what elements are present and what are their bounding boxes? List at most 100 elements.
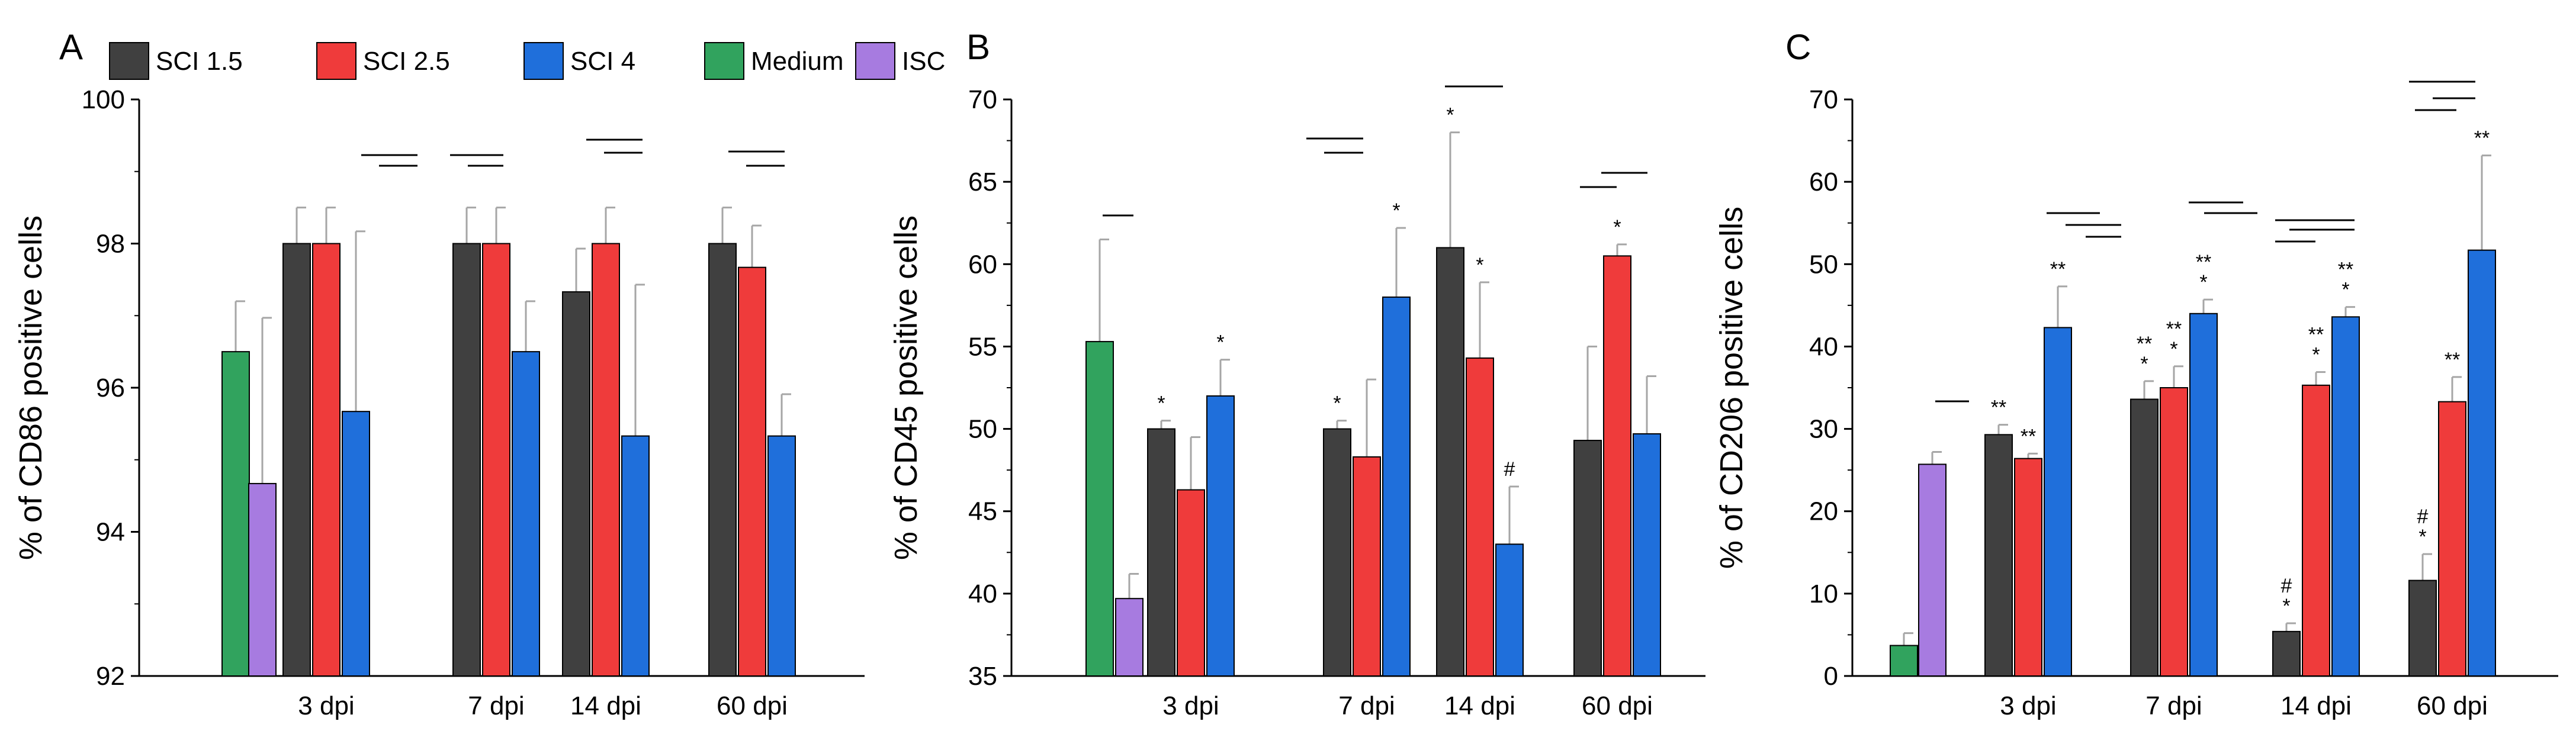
y-tick-label: 65 bbox=[968, 168, 997, 197]
y-tick-label: 70 bbox=[1809, 85, 1838, 114]
y-axis-label: % of CD45 positive cells bbox=[888, 215, 924, 560]
legend-swatch-isc bbox=[855, 42, 895, 80]
significance-mark: * bbox=[2199, 271, 2207, 294]
y-tick-label: 40 bbox=[1809, 332, 1838, 361]
y-tick-label: 40 bbox=[968, 579, 997, 608]
bar-sci-2-5-60-dpi bbox=[1603, 255, 1631, 677]
significance-mark: * bbox=[2312, 344, 2320, 366]
significance-mark: * bbox=[2418, 526, 2426, 548]
bar-sci-2-5-7-dpi bbox=[2160, 387, 2188, 677]
bar-sci-2-5-60-dpi bbox=[738, 266, 766, 677]
panel-letter: B bbox=[966, 27, 990, 67]
bar-sci-4-14-dpi bbox=[2331, 316, 2360, 677]
y-tick-label: 60 bbox=[1809, 168, 1838, 197]
bar-sci-4-14-dpi bbox=[1495, 543, 1524, 677]
bar-sci-2-5-3-dpi bbox=[312, 243, 341, 677]
x-tick-label: 60 dpi bbox=[717, 691, 788, 720]
x-tick-label: 7 dpi bbox=[2145, 691, 2202, 720]
legend-label-medium: Medium bbox=[751, 47, 844, 76]
bar-sci-2-5-3-dpi bbox=[1177, 489, 1205, 677]
bar-sci-4-60-dpi bbox=[767, 435, 796, 677]
legend: SCI 1.5 SCI 2.5 SCI 4 Medium ISC bbox=[109, 42, 945, 80]
bar-sci-1-5-3-dpi bbox=[1147, 428, 1175, 677]
significance-mark: ** bbox=[2308, 324, 2324, 346]
bar-sci-1-5-7-dpi bbox=[452, 243, 481, 677]
bar-sci-4-7-dpi bbox=[512, 351, 540, 677]
y-tick-label: 94 bbox=[96, 518, 125, 547]
significance-mark: * bbox=[2341, 279, 2349, 301]
y-tick-label: 50 bbox=[1809, 250, 1838, 279]
bar-sci-4-60-dpi bbox=[1633, 433, 1661, 677]
panel-b: B % of CD45 positive cells 35 40 45 50 55 60 65 7… bbox=[888, 27, 1705, 720]
x-tick-label: 14 dpi bbox=[2281, 691, 2352, 720]
bar-sci-4-7-dpi bbox=[1382, 296, 1411, 677]
x-tick-label: 14 dpi bbox=[1444, 691, 1515, 720]
significance-mark: # bbox=[2417, 505, 2429, 528]
bar-sci-2-5-14-dpi bbox=[1466, 357, 1494, 677]
y-tick-label: 10 bbox=[1809, 579, 1838, 608]
bar-sci-1-5-60-dpi bbox=[1573, 440, 1602, 677]
significance-mark: * bbox=[2140, 353, 2148, 375]
bar-isc bbox=[248, 482, 277, 677]
significance-mark: ** bbox=[2166, 318, 2182, 340]
y-tick-label: 92 bbox=[96, 662, 125, 691]
x-tick-label: 14 dpi bbox=[570, 691, 641, 720]
bar-isc bbox=[1918, 463, 1947, 677]
bar-sci-2-5-14-dpi bbox=[592, 243, 620, 677]
panel-a: A % of CD86 positive cells 92 94 96 98 100 3 dp… bbox=[13, 27, 865, 720]
significance-mark: ** bbox=[2196, 251, 2211, 273]
significance-mark: ** bbox=[2137, 333, 2152, 355]
x-tick-label: 7 dpi bbox=[468, 691, 524, 720]
y-tick-label: 96 bbox=[96, 374, 125, 403]
legend-swatch-sci-4 bbox=[523, 42, 564, 80]
bar-sci-2-5-7-dpi bbox=[1353, 456, 1381, 677]
significance-mark: * bbox=[2282, 595, 2290, 617]
y-tick-label: 0 bbox=[1824, 662, 1838, 691]
bar-sci-4-3-dpi bbox=[342, 411, 370, 677]
legend-label-sci-4: SCI 4 bbox=[570, 47, 635, 76]
bar-sci-1-5-7-dpi bbox=[1323, 428, 1351, 677]
y-tick-label: 35 bbox=[968, 662, 997, 691]
legend-swatch-medium bbox=[704, 42, 744, 80]
significance-mark: ** bbox=[2021, 425, 2036, 447]
significance-mark: * bbox=[1476, 254, 1483, 276]
x-tick-label: 60 dpi bbox=[2417, 691, 2488, 720]
bar-sci-4-60-dpi bbox=[2468, 249, 2496, 677]
significance-mark: ** bbox=[2445, 349, 2460, 371]
bar-sci-1-5-7-dpi bbox=[2130, 398, 2159, 677]
y-tick-label: 70 bbox=[968, 85, 997, 114]
y-tick-label: 20 bbox=[1809, 497, 1838, 526]
bar-sci-4-7-dpi bbox=[2189, 313, 2218, 677]
bar-sci-1-5-60-dpi bbox=[708, 243, 737, 677]
legend-swatch-sci-2-5 bbox=[316, 42, 356, 80]
y-tick-label: 100 bbox=[82, 85, 125, 114]
significance-mark: * bbox=[1613, 216, 1621, 239]
bar-sci-1-5-60-dpi bbox=[2408, 579, 2437, 677]
legend-label-isc: ISC bbox=[902, 47, 945, 76]
bar-sci-2-5-3-dpi bbox=[2014, 458, 2042, 677]
legend-swatch-sci-1-5 bbox=[109, 42, 149, 80]
y-tick-label: 50 bbox=[968, 415, 997, 444]
bar-isc bbox=[1115, 598, 1144, 677]
bar-sci-1-5-14-dpi bbox=[1436, 247, 1464, 677]
panel-letter: C bbox=[1785, 27, 1811, 67]
significance-mark: ** bbox=[1991, 397, 2006, 419]
x-tick-label: 3 dpi bbox=[2000, 691, 2056, 720]
y-tick-label: 30 bbox=[1809, 415, 1838, 444]
bar-sci-2-5-7-dpi bbox=[482, 243, 510, 677]
bar-sci-1-5-14-dpi bbox=[562, 291, 590, 677]
x-tick-label: 60 dpi bbox=[1582, 691, 1653, 720]
x-tick-label: 3 dpi bbox=[1162, 691, 1219, 720]
legend-label-sci-2-5: SCI 2.5 bbox=[363, 47, 450, 76]
significance-mark: * bbox=[1216, 331, 1224, 354]
legend-label-sci-1-5: SCI 1.5 bbox=[156, 47, 243, 76]
bar-sci-4-14-dpi bbox=[621, 435, 650, 677]
bar-sci-4-3-dpi bbox=[2044, 327, 2072, 677]
y-axis-label: % of CD206 positive cells bbox=[1714, 207, 1749, 569]
x-tick-label: 7 dpi bbox=[1338, 691, 1395, 720]
significance-mark: * bbox=[1333, 392, 1341, 415]
significance-mark: * bbox=[1157, 392, 1165, 415]
significance-mark: * bbox=[2170, 338, 2177, 360]
panel-c: C % of CD206 positive cells 0 10 20 30 40 50 60 7… bbox=[1714, 27, 2558, 720]
